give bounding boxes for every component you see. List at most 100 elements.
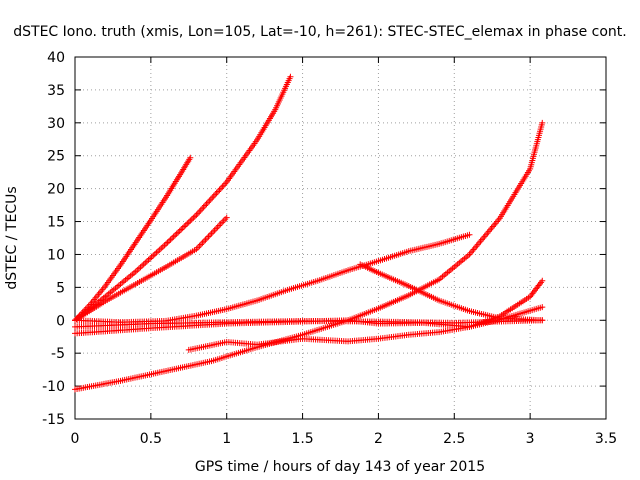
data-point	[163, 240, 170, 247]
data-point	[184, 220, 191, 227]
axis-ticks: 0 0.5 1 1.5 2 2.5 3 3.5 -15 -10 -5 0 5 10 15 20 25 30 35 40	[42, 50, 617, 447]
data-point	[158, 245, 165, 252]
data-point	[137, 264, 144, 271]
data-point	[190, 214, 197, 221]
data-point	[148, 254, 155, 261]
data-point	[539, 277, 546, 284]
data-point	[203, 200, 210, 207]
series-3	[72, 214, 230, 324]
data-point	[193, 211, 200, 218]
data-point	[176, 227, 183, 234]
data-point	[185, 219, 192, 226]
data-point	[200, 238, 207, 245]
data-point	[153, 249, 160, 256]
data-point	[211, 227, 218, 234]
data-point	[209, 194, 216, 201]
data-point	[179, 224, 186, 231]
data-point	[213, 190, 220, 197]
data-point	[222, 180, 229, 187]
x-tick-label: 1.5	[291, 431, 313, 447]
data-point	[216, 186, 223, 193]
data-point	[151, 251, 158, 258]
data-point	[206, 197, 213, 204]
data-point	[219, 183, 226, 190]
data-point	[212, 191, 219, 198]
x-tick-label: 3.5	[595, 431, 617, 447]
data-point	[466, 231, 473, 238]
data-point	[207, 196, 214, 203]
x-tick-label: 2.5	[443, 431, 465, 447]
y-tick-label: 5	[56, 280, 65, 296]
data-point	[143, 258, 150, 265]
data-point	[139, 262, 146, 269]
data-point	[199, 239, 206, 246]
data-point	[187, 154, 194, 161]
y-tick-label: 35	[47, 83, 65, 99]
x-tick-label: 1	[222, 431, 231, 447]
data-point	[220, 217, 227, 224]
chart-title: dSTEC Iono. truth (xmis, Lon=105, Lat=-1…	[13, 24, 626, 40]
data-point	[175, 229, 182, 236]
data-point	[199, 205, 206, 212]
data-point	[216, 222, 223, 229]
data-point	[191, 213, 198, 220]
data-point	[142, 259, 149, 266]
data-point	[210, 193, 217, 200]
data-point	[202, 202, 209, 209]
data-point	[194, 244, 201, 251]
data-point	[135, 265, 142, 272]
grid	[75, 57, 606, 419]
data-point	[539, 304, 546, 311]
data-point	[188, 216, 195, 223]
data-point	[196, 208, 203, 215]
data-point	[214, 224, 221, 231]
data-point	[217, 185, 224, 192]
data-point	[220, 182, 227, 189]
y-tick-label: 40	[47, 50, 65, 66]
series-8	[185, 277, 546, 353]
y-tick-label: -10	[42, 379, 65, 395]
y-tick-label: 30	[47, 116, 65, 132]
series-9	[357, 261, 546, 324]
y-tick-label: 10	[47, 247, 65, 263]
data-point	[164, 239, 171, 246]
data-point	[182, 222, 189, 229]
data-point	[167, 236, 174, 243]
data-point	[187, 217, 194, 224]
data-point	[197, 207, 204, 214]
data-point	[223, 214, 230, 221]
data-point	[134, 267, 141, 274]
data-point	[196, 243, 203, 250]
data-point	[169, 235, 176, 242]
data-point	[197, 241, 204, 248]
data-point	[219, 219, 226, 226]
y-axis-label: dSTEC / TECUs	[4, 186, 20, 289]
series-7	[72, 119, 546, 393]
data-point	[181, 223, 188, 230]
data-point	[156, 246, 163, 253]
data-point	[287, 73, 294, 80]
data-point	[173, 230, 180, 237]
data-point	[200, 204, 207, 211]
x-tick-label: 0	[71, 431, 80, 447]
x-axis-label: GPS time / hours of day 143 of year 2015	[195, 459, 485, 475]
series-1	[72, 154, 194, 324]
x-tick-label: 0.5	[140, 431, 162, 447]
y-tick-label: 25	[47, 149, 65, 165]
plot-frame	[74, 56, 607, 420]
y-tick-label: 15	[47, 215, 65, 231]
x-tick-label: 3	[526, 431, 535, 447]
data-point	[172, 232, 179, 239]
data-point	[210, 228, 217, 235]
data-point	[213, 225, 220, 232]
data-point	[147, 255, 154, 262]
data-point	[217, 220, 224, 227]
data-point	[202, 236, 209, 243]
data-point	[155, 248, 162, 255]
data-point	[140, 261, 147, 268]
data-point	[204, 199, 211, 206]
data-point	[215, 188, 222, 195]
data-point	[166, 238, 173, 245]
data-point	[205, 233, 212, 240]
